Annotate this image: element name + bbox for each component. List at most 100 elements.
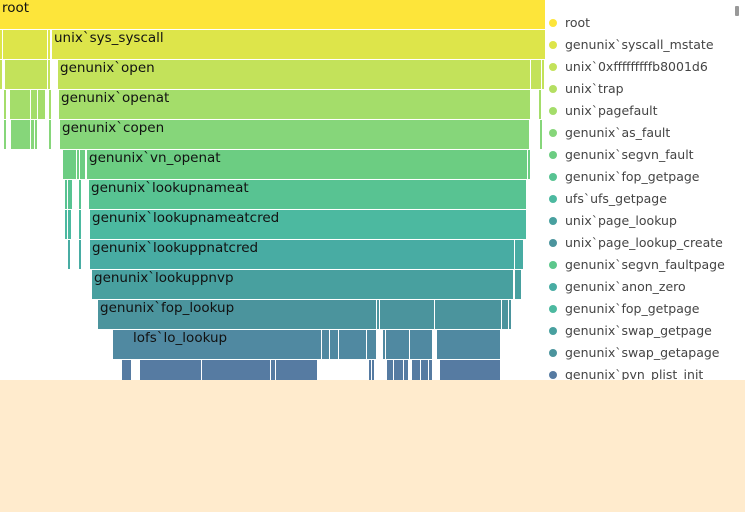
legend-item[interactable]: genunix`swap_getpage [545,320,735,342]
frame-rect[interactable] [509,300,511,329]
flame-frame[interactable] [377,300,379,329]
frame-rect[interactable] [377,300,379,329]
frame-rect[interactable] [410,330,432,359]
frame-rect[interactable] [515,270,521,299]
flame-frame[interactable] [65,180,67,209]
flame-frame[interactable] [11,120,30,149]
flame-frame[interactable] [113,330,131,359]
legend-item[interactable]: genunix`segvn_faultpage [545,254,735,276]
flame-frame[interactable] [31,120,34,149]
frame-rect[interactable] [0,0,545,29]
flame-frame[interactable] [404,360,408,380]
flame-frame[interactable] [68,210,71,239]
flame-frame[interactable]: root [0,0,545,29]
frame-rect[interactable] [113,330,131,359]
legend-item[interactable]: genunix`syscall_mstate [545,34,735,56]
frame-rect[interactable] [79,210,81,239]
frame-rect[interactable] [202,360,270,380]
flame-frame[interactable] [48,30,50,59]
flame-frame[interactable] [394,360,403,380]
frame-rect[interactable] [421,360,428,380]
flame-frame[interactable] [322,330,329,359]
frame-rect[interactable] [63,150,76,179]
frame-rect[interactable] [0,60,2,89]
flame-frame[interactable]: unix`sys_syscall [52,30,545,59]
frame-rect[interactable] [435,300,501,329]
frame-rect[interactable] [140,360,201,380]
flame-frame[interactable] [515,270,521,299]
flame-frame[interactable] [330,330,338,359]
frame-rect[interactable] [0,30,2,59]
frame-rect[interactable] [369,360,371,380]
frame-rect[interactable] [542,60,544,89]
frame-rect[interactable] [394,360,403,380]
frame-rect[interactable] [404,360,408,380]
legend-item[interactable]: genunix`anon_zero [545,276,735,298]
frame-rect[interactable] [77,150,79,179]
frame-rect[interactable] [372,360,374,380]
frame-rect[interactable] [383,330,385,359]
frame-rect[interactable] [4,120,6,149]
flame-frame[interactable] [410,330,432,359]
frame-rect[interactable] [502,300,508,329]
flame-frame[interactable]: lofs`lo_lookup [131,330,321,359]
flame-frame[interactable] [48,60,50,89]
flame-frame[interactable]: genunix`vn_openat [87,150,527,179]
flame-frame[interactable] [35,120,37,149]
flame-frame[interactable]: genunix`fop_lookup [98,300,376,329]
flame-frame[interactable] [68,180,72,209]
legend-item[interactable]: root [545,12,735,34]
legend-scrollbar[interactable] [735,6,739,16]
flame-frame[interactable] [140,360,201,380]
frame-rect[interactable] [273,360,275,380]
flame-frame[interactable] [273,360,275,380]
legend-item[interactable]: unix`page_lookup_create [545,232,735,254]
frame-rect[interactable] [276,360,317,380]
flame-frame[interactable] [367,330,376,359]
flame-frame[interactable] [372,360,374,380]
legend-item[interactable]: genunix`pvn_plist_init [545,364,735,380]
flame-frame[interactable] [502,300,508,329]
frame-rect[interactable] [65,210,67,239]
flame-frame[interactable] [79,240,81,269]
flame-frame[interactable] [429,360,432,380]
flame-frame[interactable] [341,330,366,359]
flame-frame[interactable] [49,90,51,119]
frame-rect[interactable] [540,120,542,149]
flame-frame[interactable] [421,360,428,380]
frame-rect[interactable] [68,240,70,269]
flame-frame[interactable]: genunix`openat [59,90,530,119]
frame-rect[interactable] [98,300,376,329]
frame-rect[interactable] [531,60,541,89]
flame-frame[interactable] [386,330,409,359]
frame-rect[interactable] [79,240,81,269]
frame-rect[interactable] [521,240,523,269]
frame-rect[interactable] [31,90,37,119]
frame-rect[interactable] [3,30,5,59]
flame-frame[interactable] [4,120,6,149]
legend-item[interactable]: unix`pagefault [545,100,735,122]
frame-rect[interactable] [90,240,514,269]
frame-rect[interactable] [380,300,434,329]
frame-rect[interactable] [49,120,51,149]
frame-rect[interactable] [339,330,341,359]
flame-frame[interactable] [5,30,47,59]
flame-frame[interactable]: genunix`open [58,60,530,89]
frame-rect[interactable] [90,210,526,239]
flame-frame[interactable] [531,60,541,89]
flame-frame[interactable] [437,330,500,359]
frame-rect[interactable] [341,330,366,359]
flame-frame[interactable] [65,210,67,239]
legend-item[interactable]: genunix`fop_getpage [545,166,735,188]
frame-rect[interactable] [387,360,393,380]
legend-item[interactable]: genunix`segvn_fault [545,144,735,166]
frame-rect[interactable] [271,360,273,380]
frame-rect[interactable] [68,210,71,239]
flame-frame[interactable] [440,360,500,380]
frame-rect[interactable] [60,120,529,149]
flame-frame[interactable] [369,360,371,380]
flame-frame[interactable]: genunix`lookuppnvp [92,270,513,299]
flame-frame[interactable] [122,360,131,380]
frame-rect[interactable] [38,90,45,119]
frame-rect[interactable] [11,120,30,149]
